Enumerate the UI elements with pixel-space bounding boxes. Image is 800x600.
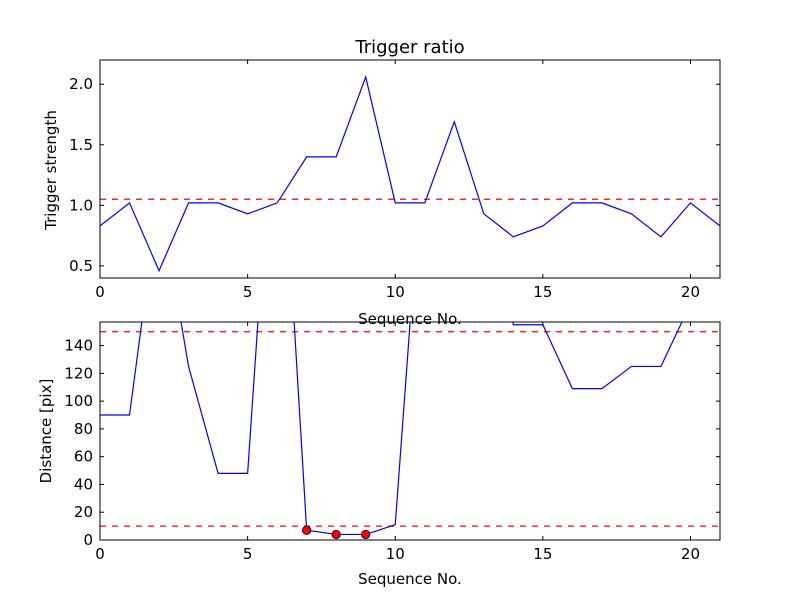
y-axis-label: Distance [pix] bbox=[37, 379, 55, 484]
y-tick-label: 1.5 bbox=[69, 136, 93, 154]
y-tick-label: 1.0 bbox=[69, 196, 93, 214]
x-tick-label: 20 bbox=[681, 545, 700, 563]
x-axis-label: Sequence No. bbox=[358, 310, 462, 328]
data-point-marker bbox=[331, 529, 341, 540]
y-tick-label: 100 bbox=[64, 392, 93, 410]
plot-area bbox=[100, 74, 720, 273]
y-tick-label: 140 bbox=[64, 337, 93, 355]
axes-frame bbox=[99, 321, 721, 541]
x-tick-label: 0 bbox=[95, 545, 105, 563]
distance-chart: Distance [pix] Sequence No. 0 5 10 15 20 0 20 4… bbox=[37, 321, 721, 588]
x-tick-label: 10 bbox=[386, 283, 405, 301]
x-tick-label: 10 bbox=[386, 545, 405, 563]
y-axis-label: Trigger strength bbox=[42, 110, 60, 231]
y-tick-label: 2.0 bbox=[69, 75, 93, 93]
x-tick-label: 15 bbox=[533, 283, 552, 301]
y-tick-label: 0 bbox=[83, 531, 93, 549]
data-point-marker bbox=[302, 525, 312, 535]
x-tick-label: 15 bbox=[533, 545, 552, 563]
x-axis-label: Sequence No. bbox=[358, 570, 462, 588]
series-line bbox=[100, 322, 683, 536]
data-point-marker bbox=[361, 529, 371, 540]
plot-area bbox=[100, 322, 720, 540]
series-line bbox=[100, 74, 720, 273]
trigger-ratio-chart: Trigger ratio Trigger strength Sequence … bbox=[42, 37, 721, 328]
y-tick-label: 120 bbox=[64, 364, 93, 382]
x-tick-label: 5 bbox=[243, 545, 253, 563]
y-tick-label: 0.5 bbox=[69, 257, 93, 275]
y-tick-label: 80 bbox=[74, 420, 93, 438]
x-tick-label: 0 bbox=[95, 283, 105, 301]
y-tick-label: 60 bbox=[74, 448, 93, 466]
y-tick-label: 20 bbox=[74, 503, 93, 521]
axes-frame bbox=[99, 59, 721, 279]
chart-title: Trigger ratio bbox=[354, 37, 464, 58]
x-tick-label: 20 bbox=[681, 283, 700, 301]
y-tick-label: 40 bbox=[74, 475, 93, 493]
x-tick-label: 5 bbox=[243, 283, 253, 301]
